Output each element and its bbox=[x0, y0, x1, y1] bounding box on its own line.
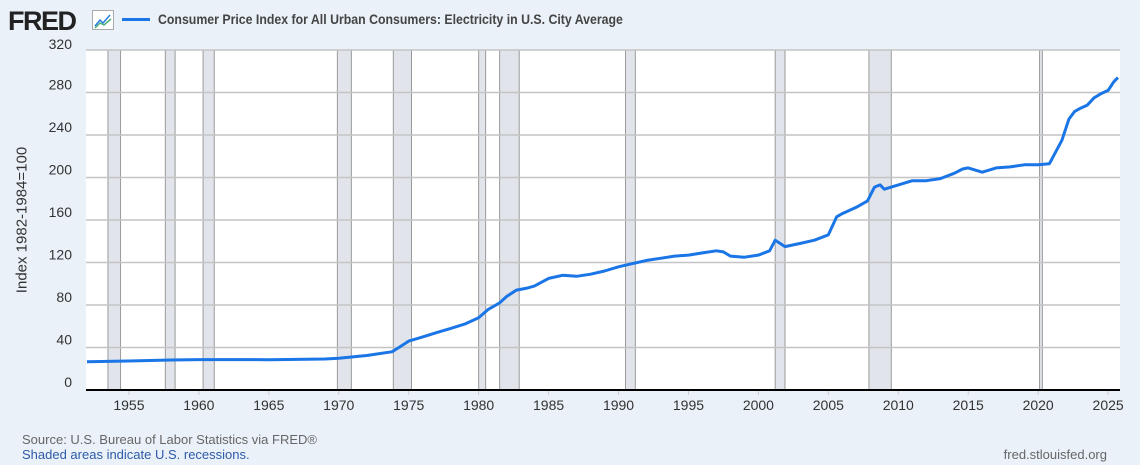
chart-title[interactable]: Consumer Price Index for All Urban Consu… bbox=[158, 11, 623, 27]
y-tick-label: 320 bbox=[49, 36, 73, 52]
y-axis-label: Index 1982-1984=100 bbox=[13, 146, 31, 294]
y-tick-label: 280 bbox=[49, 77, 73, 93]
x-tick-label: 1985 bbox=[533, 397, 564, 413]
x-tick-label: 1975 bbox=[393, 397, 424, 413]
x-tick-label: 1995 bbox=[673, 397, 704, 413]
x-tick-label: 2010 bbox=[883, 397, 914, 413]
y-tick-label: 200 bbox=[49, 162, 73, 178]
y-tick-label: 40 bbox=[56, 332, 72, 348]
chart-legend: Consumer Price Index for All Urban Consu… bbox=[122, 11, 686, 27]
y-tick-label: 240 bbox=[49, 119, 73, 135]
y-tick-label: 160 bbox=[49, 204, 73, 220]
x-tick-label: 2020 bbox=[1023, 397, 1054, 413]
x-tick-label: 1980 bbox=[463, 397, 494, 413]
x-tick-label: 2005 bbox=[813, 397, 844, 413]
x-tick-label: 1990 bbox=[603, 397, 634, 413]
line-chart-icon bbox=[92, 10, 114, 30]
x-tick-label: 1970 bbox=[323, 397, 354, 413]
x-tick-label: 2000 bbox=[743, 397, 774, 413]
x-tick-label: 1965 bbox=[253, 397, 284, 413]
legend-swatch bbox=[122, 17, 150, 21]
y-tick-label: 120 bbox=[49, 247, 73, 263]
fred-url[interactable]: fred.stlouisfed.org bbox=[1003, 447, 1107, 462]
x-tick-label: 2015 bbox=[953, 397, 984, 413]
fred-logo[interactable]: FRED bbox=[8, 6, 77, 36]
x-tick-label: 1955 bbox=[113, 397, 144, 413]
x-tick-label: 2025 bbox=[1093, 397, 1124, 413]
x-tick-label: 1960 bbox=[183, 397, 214, 413]
y-tick-label: 0 bbox=[64, 374, 72, 390]
source-note: Source: U.S. Bureau of Labor Statistics … bbox=[22, 432, 317, 447]
series-line bbox=[86, 76, 1119, 364]
y-tick-label: 80 bbox=[56, 289, 72, 305]
recession-note[interactable]: Shaded areas indicate U.S. recessions. bbox=[22, 447, 250, 462]
